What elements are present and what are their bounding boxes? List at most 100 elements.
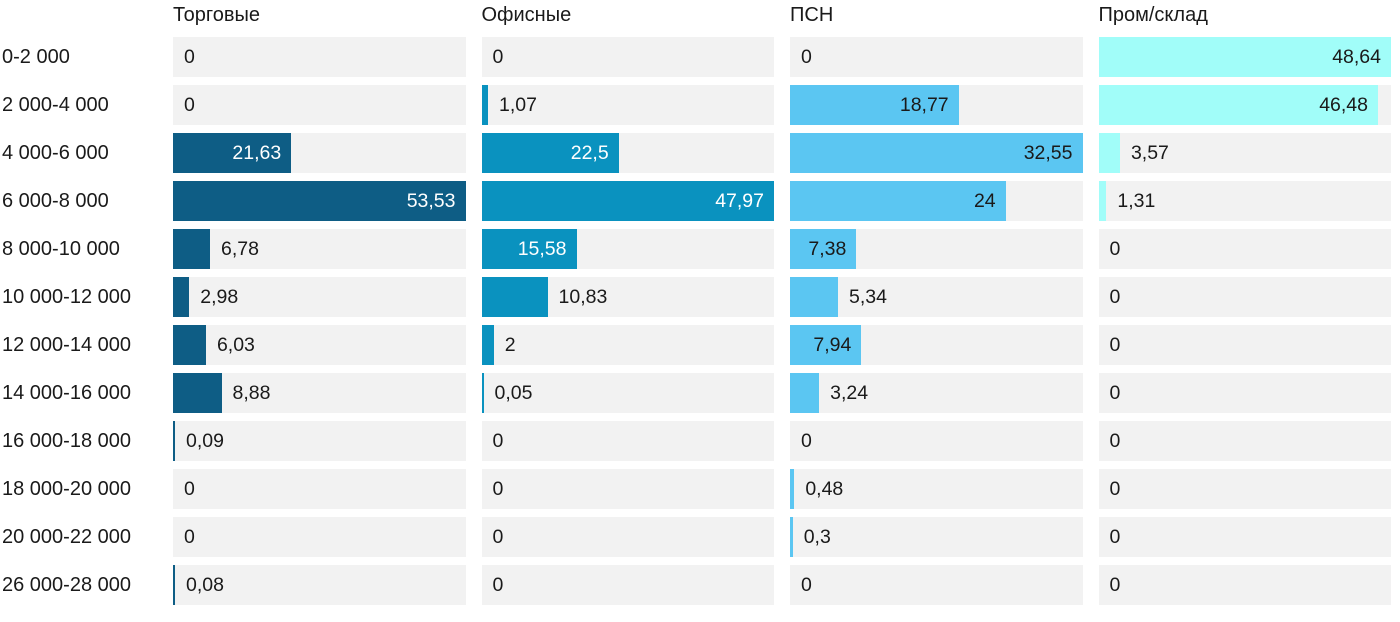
value-label: 0 <box>1109 238 1121 260</box>
bar-track: 0 <box>1098 325 1391 365</box>
bar-track: 21,63 <box>173 133 466 173</box>
bar-track: 7,94 <box>790 325 1083 365</box>
value-label: 15,58 <box>517 238 567 260</box>
bar-track: 0 <box>790 421 1083 461</box>
bar-track: 3,24 <box>790 373 1083 413</box>
value-label: 0 <box>492 430 504 452</box>
chart-row: 18 000-20 000 0 0 0,48 0 <box>0 469 1400 509</box>
bar-track: 0 <box>1098 469 1391 509</box>
bar-track: 0 <box>1098 565 1391 605</box>
bar: 18,77 <box>790 85 959 125</box>
bar-track: 0,05 <box>481 373 774 413</box>
bar <box>790 469 795 509</box>
bar: 21,63 <box>173 133 292 173</box>
value-label: 3,24 <box>830 382 869 404</box>
value-label: 8,88 <box>232 382 271 404</box>
row-label: 6 000-8 000 <box>2 190 109 212</box>
bar-track: 0,48 <box>790 469 1083 509</box>
bar <box>481 277 548 317</box>
bar-track: 46,48 <box>1098 85 1391 125</box>
value-label: 0,09 <box>186 430 224 452</box>
bar-track: 8,88 <box>173 373 466 413</box>
bar-track: 15,58 <box>481 229 774 269</box>
value-label: 0,3 <box>803 526 831 548</box>
bar-track: 0,3 <box>790 517 1083 557</box>
bar-track: 0 <box>790 565 1083 605</box>
value-label: 0 <box>1109 334 1121 356</box>
value-label: 0 <box>492 574 504 596</box>
chart-rows: 0-2 000 0 0 0 48,64 2 000-4 000 0 1,07 18,77 46,4… <box>0 37 1400 605</box>
chart-row: 4 000-6 000 21,63 22,5 32,55 3,57 <box>0 133 1400 173</box>
bar-track: 22,5 <box>481 133 774 173</box>
row-label: 2 000-4 000 <box>2 94 109 116</box>
bar-track: 7,38 <box>790 229 1083 269</box>
value-label: 3,57 <box>1130 142 1169 164</box>
bar-track: 18,77 <box>790 85 1083 125</box>
value-label: 10,83 <box>558 286 608 308</box>
chart-row: 14 000-16 000 8,88 0,05 3,24 0 <box>0 373 1400 413</box>
chart-row: 20 000-22 000 0 0 0,3 0 <box>0 517 1400 557</box>
value-label: 7,94 <box>813 334 852 356</box>
value-label: 0 <box>801 574 812 596</box>
value-label: 1,07 <box>499 94 537 116</box>
column-header-torgovye: Торговые <box>173 4 261 26</box>
bar-track: 2,98 <box>173 277 466 317</box>
bar-track: 0 <box>481 565 774 605</box>
value-label: 0 <box>1109 382 1121 404</box>
bar <box>173 325 206 365</box>
value-label: 0 <box>184 526 195 548</box>
bar-track: 1,31 <box>1098 181 1391 221</box>
row-label: 0-2 000 <box>2 46 70 68</box>
chart-row: 16 000-18 000 0,09 0 0 0 <box>0 421 1400 461</box>
value-label: 5,34 <box>848 286 887 308</box>
bar <box>790 277 838 317</box>
value-label: 2 <box>504 334 516 356</box>
bar <box>1098 181 1107 221</box>
value-label: 0 <box>1109 286 1121 308</box>
value-label: 47,97 <box>715 190 764 212</box>
value-label: 0 <box>492 526 504 548</box>
value-label: 18,77 <box>899 94 949 116</box>
bar-track: 0 <box>1098 277 1391 317</box>
bar-track: 53,53 <box>173 181 466 221</box>
bar: 53,53 <box>173 181 466 221</box>
value-label: 0,08 <box>186 574 224 596</box>
bar <box>173 277 190 317</box>
bar-track: 0 <box>1098 517 1391 557</box>
bar: 46,48 <box>1098 85 1378 125</box>
bar-track: 6,03 <box>173 325 466 365</box>
bar: 48,64 <box>1098 37 1391 77</box>
bar-track: 1,07 <box>481 85 774 125</box>
column-header-ofisnye: Офисные <box>481 4 572 26</box>
value-label: 6,78 <box>221 238 259 260</box>
bar <box>790 517 793 557</box>
bar <box>481 85 489 125</box>
bar-track: 10,83 <box>481 277 774 317</box>
bar-track: 0,09 <box>173 421 466 461</box>
bar-track: 48,64 <box>1098 37 1391 77</box>
bar-track: 5,34 <box>790 277 1083 317</box>
column-header-prom-sklad: Пром/склад <box>1098 4 1208 26</box>
bar <box>481 373 484 413</box>
value-label: 1,31 <box>1117 190 1156 212</box>
row-label: 14 000-16 000 <box>2 382 132 404</box>
chart-row: 6 000-8 000 53,53 47,97 24 1,31 <box>0 181 1400 221</box>
bar: 24 <box>790 181 1006 221</box>
value-label: 0 <box>801 430 812 452</box>
bar: 15,58 <box>481 229 577 269</box>
value-label: 0 <box>184 94 195 116</box>
bar-track: 32,55 <box>790 133 1083 173</box>
row-label: 20 000-22 000 <box>2 526 132 548</box>
value-label: 0,05 <box>494 382 533 404</box>
bar <box>1098 133 1120 173</box>
value-label: 0 <box>184 478 195 500</box>
value-label: 24 <box>973 190 996 212</box>
bar-track: 0 <box>790 37 1083 77</box>
value-label: 21,63 <box>232 142 282 164</box>
bar-track: 0 <box>481 421 774 461</box>
chart-row: 8 000-10 000 6,78 15,58 7,38 0 <box>0 229 1400 269</box>
value-label: 0 <box>801 46 812 68</box>
bar: 47,97 <box>481 181 774 221</box>
bar <box>173 421 175 461</box>
